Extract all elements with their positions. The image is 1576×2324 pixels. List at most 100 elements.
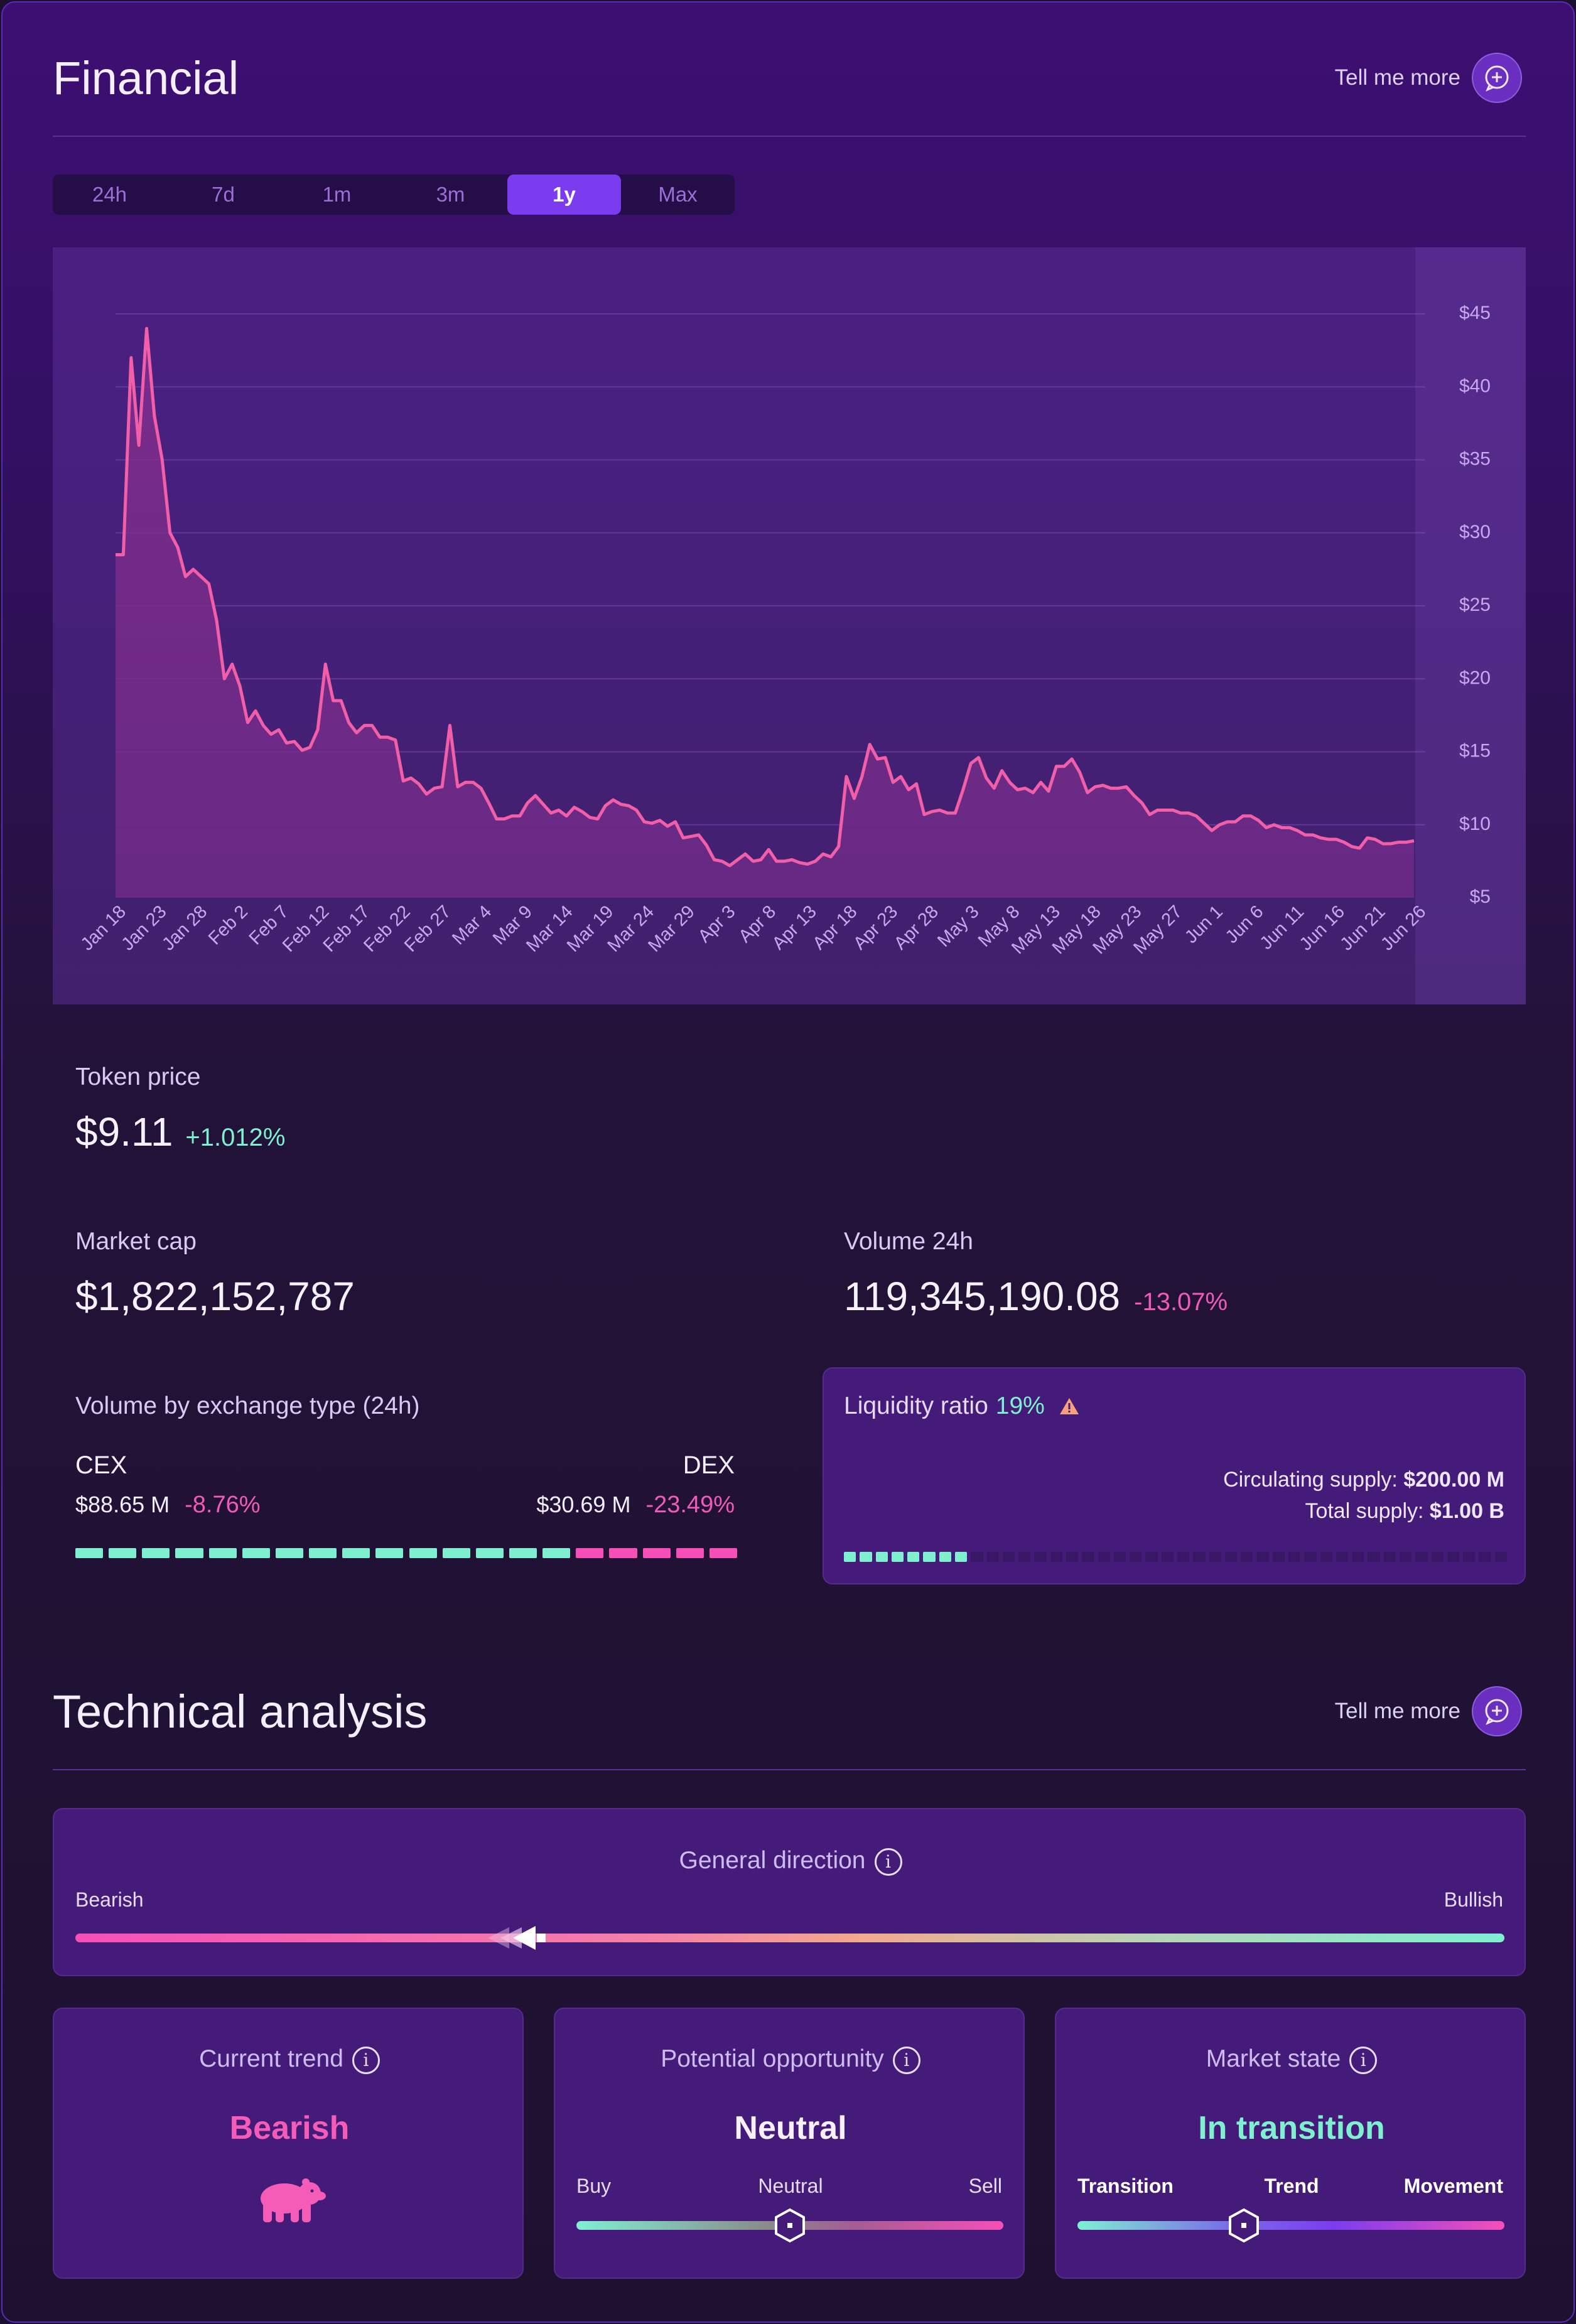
current-trend-value: Bearish — [229, 2110, 350, 2146]
chat-plus-icon[interactable] — [1472, 1686, 1522, 1736]
x-tick-label: Jun 21 — [1336, 901, 1389, 954]
liquidity-segment-empty — [1479, 1552, 1491, 1562]
tab-1m[interactable]: 1m — [322, 183, 352, 206]
warning-triangle-icon — [1059, 1398, 1079, 1414]
info-icon[interactable]: i — [352, 2046, 380, 2074]
financial-divider — [53, 136, 1526, 137]
x-tick-label: Apr 13 — [769, 901, 821, 954]
potential-opportunity-card: Potential opportunity i Neutral Buy Neutr… — [554, 2008, 1025, 2279]
total-supply-label: Total supply: — [1305, 1499, 1424, 1523]
liquidity-segment-empty — [1098, 1552, 1110, 1562]
tell-more-technical[interactable]: Tell me more — [1335, 1686, 1522, 1736]
liquidity-segment-empty — [1050, 1552, 1062, 1562]
market-state-marker — [1228, 2208, 1260, 2243]
x-tick-label: Apr 18 — [809, 901, 861, 954]
bear-icon — [252, 2175, 327, 2228]
market-state-title: Market state — [1206, 2045, 1341, 2072]
tell-more-label[interactable]: Tell me more — [1334, 65, 1460, 90]
dex-segment — [609, 1548, 637, 1558]
liquidity-segment-empty — [1193, 1552, 1206, 1562]
chat-plus-icon[interactable] — [1472, 53, 1522, 103]
opportunity-marker — [774, 2208, 806, 2243]
info-icon[interactable]: i — [1349, 2046, 1378, 2074]
liquidity-segment-filled — [875, 1552, 888, 1562]
cex-value: $88.65 M — [75, 1492, 170, 1517]
token-price-change: +1.012% — [185, 1124, 286, 1151]
opportunity-title-row: Potential opportunity i — [555, 2045, 1026, 2074]
market-state-gradient-bar — [1077, 2221, 1504, 2230]
x-tick-label: Mar 4 — [448, 901, 495, 949]
circulating-supply-row: Circulating supply: $200.00 M — [1223, 1468, 1504, 1492]
circulating-supply-label: Circulating supply: — [1223, 1468, 1398, 1492]
tell-more-financial[interactable]: Tell me more — [1335, 53, 1522, 103]
dex-segment — [576, 1548, 604, 1558]
x-tick-label: Apr 3 — [694, 901, 740, 947]
liquidity-segment-filled — [939, 1552, 951, 1562]
volume-label: Volume 24h — [844, 1228, 973, 1255]
y-tick-label: $25 — [1459, 594, 1491, 615]
cex-segment — [409, 1548, 437, 1558]
technical-title: Technical analysis — [53, 1686, 428, 1738]
circulating-supply-value: $200.00 M — [1403, 1468, 1504, 1492]
y-tick-label: $15 — [1459, 741, 1491, 761]
hexagon-marker-icon — [1229, 2208, 1260, 2243]
liquidity-segment-empty — [1066, 1552, 1079, 1562]
y-tick-label: $30 — [1459, 522, 1491, 542]
market-cap-value: $1,822,152,787 — [75, 1274, 355, 1319]
liquidity-segment-empty — [1177, 1552, 1190, 1562]
x-tick-label: Jun 11 — [1256, 901, 1309, 954]
token-price-value: $9.11 — [75, 1109, 173, 1154]
cex-segment — [542, 1548, 571, 1558]
liquidity-segment-empty — [1463, 1552, 1476, 1562]
trend-label: Trend — [1264, 2175, 1319, 2197]
x-tick-label: Mar 29 — [644, 901, 698, 955]
info-icon[interactable]: i — [874, 1848, 902, 1876]
cex-segment — [242, 1548, 270, 1558]
cex-segment — [142, 1548, 170, 1558]
liquidity-segment-empty — [1400, 1552, 1412, 1562]
liquidity-segment-empty — [1224, 1552, 1238, 1562]
liquidity-segment-empty — [1113, 1552, 1126, 1562]
tab-1y[interactable]: 1y — [507, 175, 621, 215]
tab-24h[interactable]: 24h — [92, 183, 127, 206]
timeframe-tabs: 24h 7d 1m 3m 1y Max — [53, 175, 735, 215]
token-price-label: Token price — [75, 1063, 201, 1090]
tab-max[interactable]: Max — [658, 183, 698, 206]
bullish-label: Bullish — [1444, 1888, 1503, 1911]
token-price-row: $9.11 +1.012% — [75, 1109, 285, 1155]
x-tick-label: Apr 23 — [850, 901, 902, 954]
dex-row: $30.69 M -23.49% — [536, 1492, 735, 1519]
x-tick-label: Feb 2 — [205, 901, 252, 949]
liquidity-segment-empty — [1145, 1552, 1158, 1562]
buy-label: Buy — [576, 2175, 612, 2197]
cex-label: CEX — [75, 1451, 127, 1479]
tab-7d[interactable]: 7d — [212, 183, 235, 206]
opportunity-title: Potential opportunity — [661, 2045, 884, 2072]
current-trend-title-row: Current trend i — [54, 2045, 525, 2074]
y-tick-label: $5 — [1470, 886, 1491, 907]
dex-segment — [709, 1548, 737, 1558]
tab-3m[interactable]: 3m — [436, 183, 465, 206]
sell-label: Sell — [968, 2175, 1002, 2197]
general-direction-title: General direction — [679, 1847, 866, 1874]
opportunity-value: Neutral — [734, 2110, 847, 2146]
current-trend-card: Current trend i Bearish — [53, 2008, 524, 2279]
info-icon[interactable]: i — [892, 2046, 920, 2074]
liquidity-segment-empty — [1209, 1552, 1221, 1562]
liquidity-segment-empty — [1383, 1552, 1396, 1562]
liquidity-segment-empty — [1130, 1552, 1142, 1562]
market-state-card: Market state i In transition Transition T… — [1055, 2008, 1526, 2279]
cex-segment — [208, 1548, 237, 1558]
cex-segment — [109, 1548, 137, 1558]
hexagon-marker-icon — [775, 2208, 805, 2243]
liquidity-segment-empty — [986, 1552, 999, 1562]
liquidity-segment-empty — [1368, 1552, 1380, 1562]
volume-value: 119,345,190.08 — [844, 1274, 1121, 1319]
tell-more-label[interactable]: Tell me more — [1334, 1699, 1460, 1723]
x-tick-label: Apr 28 — [890, 901, 942, 954]
price-line — [116, 326, 1415, 868]
liquidity-segment-filled — [923, 1552, 936, 1562]
cex-row: $88.65 M -8.76% — [75, 1492, 261, 1519]
direction-gradient-bar — [75, 1934, 1504, 1942]
